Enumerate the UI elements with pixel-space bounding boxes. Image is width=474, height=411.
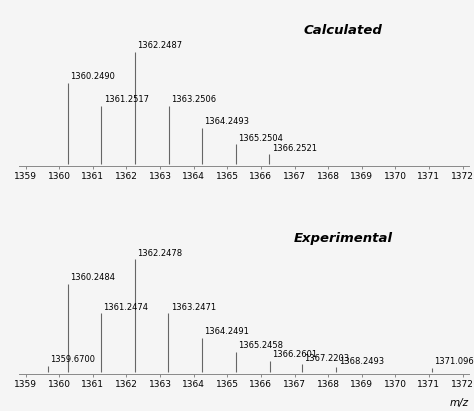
Text: 1371.0969: 1371.0969	[435, 357, 474, 366]
Text: 1365.2458: 1365.2458	[238, 342, 283, 351]
Text: 1366.2521: 1366.2521	[272, 144, 317, 153]
Text: 1364.2493: 1364.2493	[204, 118, 249, 126]
Text: 1363.2506: 1363.2506	[171, 95, 216, 104]
Text: 1366.2601: 1366.2601	[272, 351, 317, 359]
Text: 1361.2474: 1361.2474	[103, 302, 148, 312]
Text: Experimental: Experimental	[294, 232, 392, 245]
Text: 1367.2203: 1367.2203	[304, 354, 349, 363]
Text: 1365.2504: 1365.2504	[238, 134, 283, 143]
Text: 1362.2478: 1362.2478	[137, 249, 182, 258]
Text: 1368.2493: 1368.2493	[339, 357, 384, 365]
Text: 1362.2487: 1362.2487	[137, 41, 182, 50]
Text: 1360.2484: 1360.2484	[70, 273, 115, 282]
Text: 1360.2490: 1360.2490	[70, 72, 115, 81]
Text: 1363.2471: 1363.2471	[171, 302, 216, 312]
Text: Calculated: Calculated	[304, 24, 383, 37]
Text: 1361.2517: 1361.2517	[104, 95, 149, 104]
Text: m/z: m/z	[450, 398, 469, 408]
Text: 1364.2491: 1364.2491	[204, 328, 249, 336]
Text: 1359.6700: 1359.6700	[51, 355, 96, 364]
